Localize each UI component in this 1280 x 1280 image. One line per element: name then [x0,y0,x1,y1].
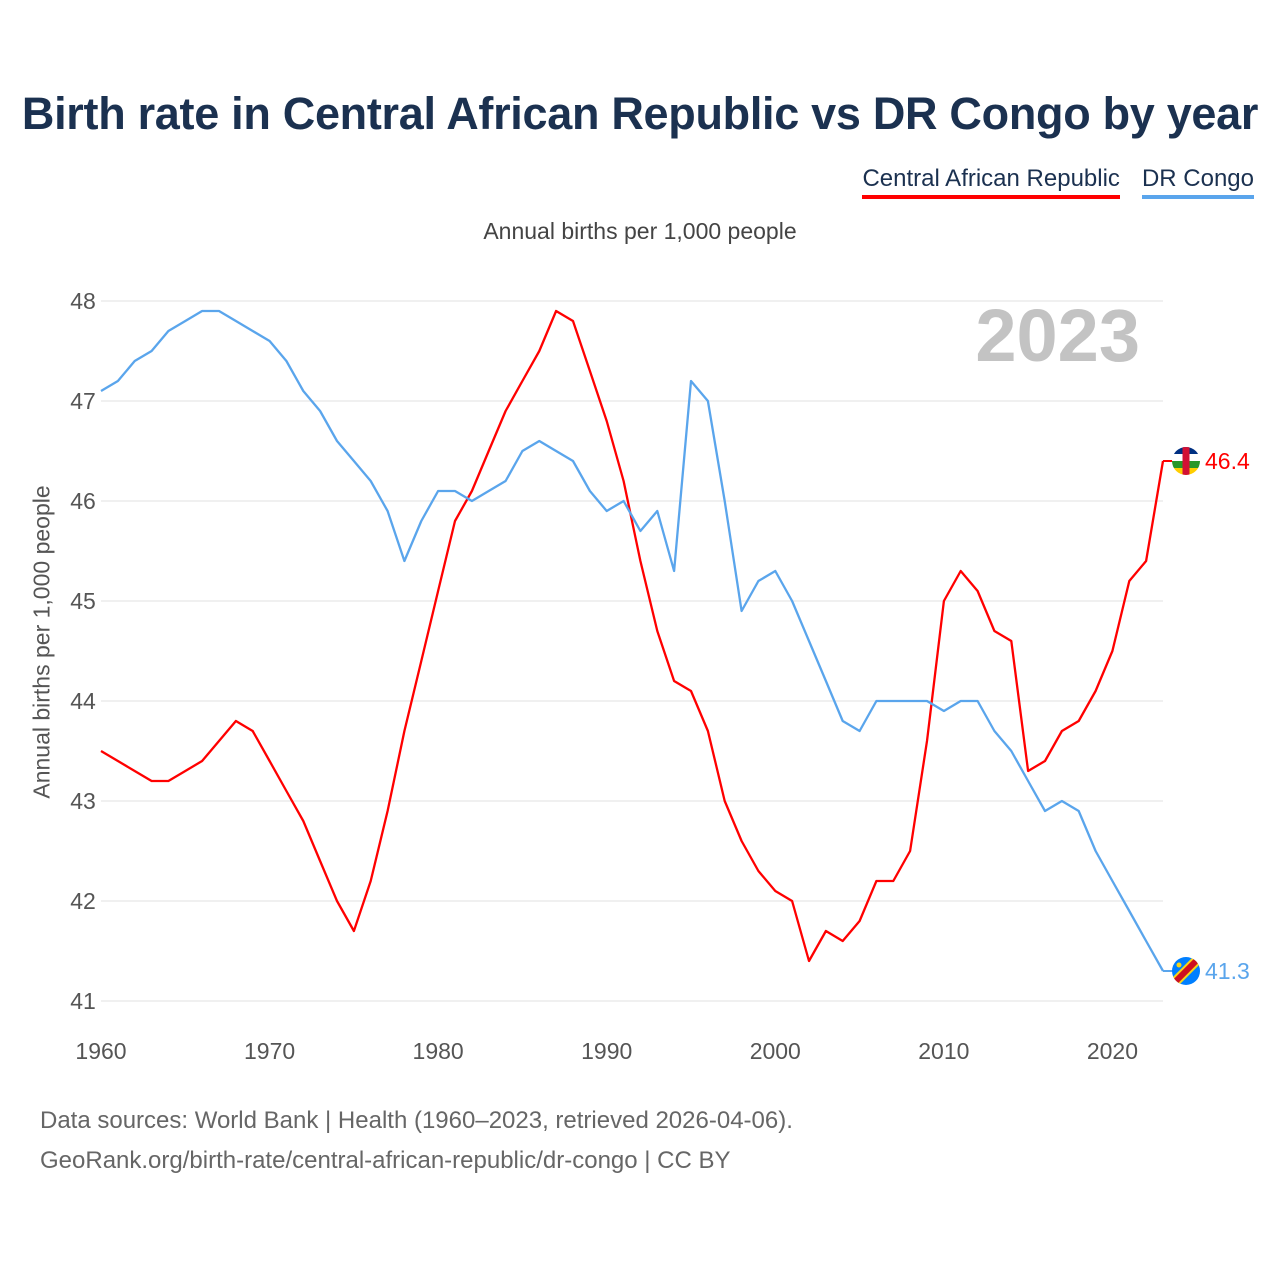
y-tick-label: 48 [70,288,96,314]
y-tick-label: 46 [70,488,96,514]
flag-dr-congo-icon [1172,957,1200,985]
x-tick-label: 1970 [244,1038,295,1064]
x-tick-label: 2000 [750,1038,801,1064]
chart-subtitle: Annual births per 1,000 people [483,218,797,244]
chart-title: Birth rate in Central African Republic v… [21,88,1259,139]
y-tick-label: 42 [70,888,96,914]
series-line-drc[interactable] [100,309,1165,972]
x-tick-label: 2010 [918,1038,969,1064]
y-tick-label: 45 [70,588,96,614]
footer-link[interactable]: GeoRank.org/birth-rate/central-african-r… [40,1147,731,1174]
x-tick-label: 2020 [1087,1038,1138,1064]
current-year-watermark: 2023 [975,294,1140,377]
x-tick-label: 1980 [413,1038,464,1064]
y-tick-label: 44 [70,688,96,714]
x-tick-label: 1990 [581,1038,632,1064]
legend-item-car[interactable]: Central African Republic [862,165,1120,199]
y-tick-label: 41 [70,988,96,1014]
end-value-label: 46.4 [1205,448,1250,474]
legend: Central African Republic DR Congo [862,165,1254,199]
series-line-car[interactable] [100,309,1165,963]
y-tick-label: 47 [70,388,96,414]
footer-sources: Data sources: World Bank | Health (1960–… [40,1107,793,1134]
legend-item-drc[interactable]: DR Congo [1141,165,1254,199]
y-tick-label: 43 [70,788,96,814]
end-value-label: 41.3 [1205,958,1250,984]
x-tick-label: 1960 [75,1038,126,1064]
flag-central-african-republic-icon [1172,447,1200,475]
